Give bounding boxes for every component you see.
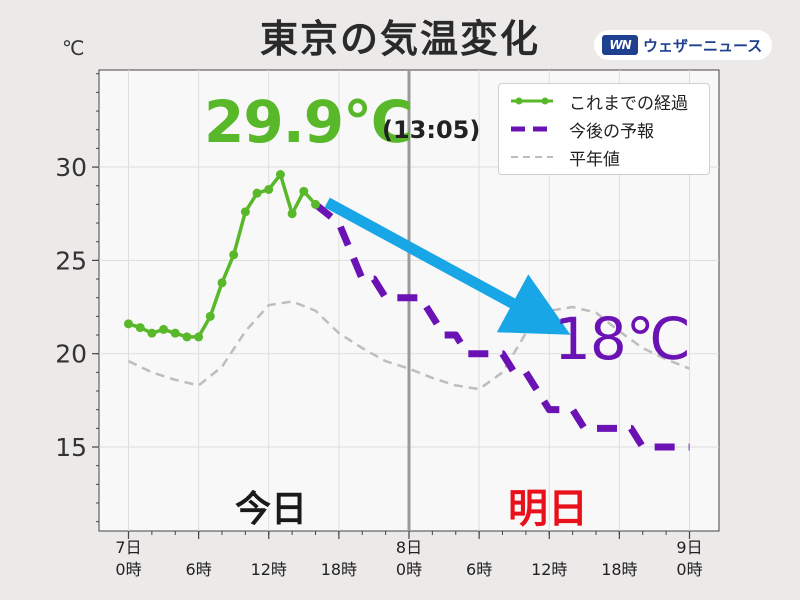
max-time-annotation: (13:05) [382,116,481,144]
x-tick-label: 0時 [396,560,422,579]
observed-point [194,332,204,342]
brand-logo-icon: WN [602,35,638,55]
legend-label-forecast: 今後の予報 [569,121,654,142]
legend-item-observed: これまでの経過 [509,89,705,114]
x-tick-label: 0時 [676,560,702,579]
legend: これまでの経過 今後の予報 平年値 [498,83,710,175]
observed-point [124,319,133,329]
observed-point [217,278,227,288]
chart-title: 東京の気温変化 [259,17,540,61]
y-tick-label: 15 [55,433,87,462]
x-tick-label: 9日 [676,538,702,557]
observed-point [240,207,250,217]
x-tick-label: 12時 [251,560,287,579]
legend-label-normal: 平年値 [569,149,620,170]
observed-point [147,328,157,338]
observed-point [287,209,297,219]
y-tick-label: 20 [55,340,87,369]
observed-point [135,323,145,333]
observed-point [252,188,262,198]
x-tick-label: 6時 [186,560,212,579]
legend-swatch-observed [511,97,553,105]
legend-swatch-normal [511,156,553,158]
observed-point [205,311,215,321]
observed-point [170,328,180,338]
brand-name: ウェザーニュース [643,36,763,55]
legend-item-normal: 平年値 [509,145,705,170]
brand-badge: WN ウェザーニュース [594,30,772,60]
x-tick-label: 6時 [466,560,492,579]
observed-point [159,324,169,334]
y-axis-unit: ℃ [62,36,85,60]
legend-label-observed: これまでの経過 [569,93,688,114]
x-tick-label: 7日 [115,538,141,557]
x-tick-label: 12時 [531,560,567,579]
y-tick-label: 25 [55,246,87,275]
x-tick-label: 0時 [115,560,141,579]
today-label: 今日 [235,489,308,530]
legend-item-forecast: 今後の予報 [509,117,705,142]
x-tick-label: 18時 [321,560,357,579]
observed-point [275,170,285,180]
observed-point [229,250,239,260]
tomorrow-label: 明日 [508,486,588,532]
observed-point [299,186,309,196]
y-tick-label: 30 [55,153,87,182]
observed-point [264,184,274,194]
observed-point [311,199,320,209]
max-temp-annotation: 29.9℃ [204,88,413,156]
x-tick-label: 18時 [601,560,637,579]
x-tick-label: 8日 [396,538,422,557]
trend-arrow-icon [324,197,571,335]
observed-point [182,332,192,342]
legend-swatch-forecast [511,126,553,132]
series-forecast-line [313,201,690,451]
series-normal-line [127,300,690,391]
forecast-temp-annotation: 18℃ [554,305,691,373]
